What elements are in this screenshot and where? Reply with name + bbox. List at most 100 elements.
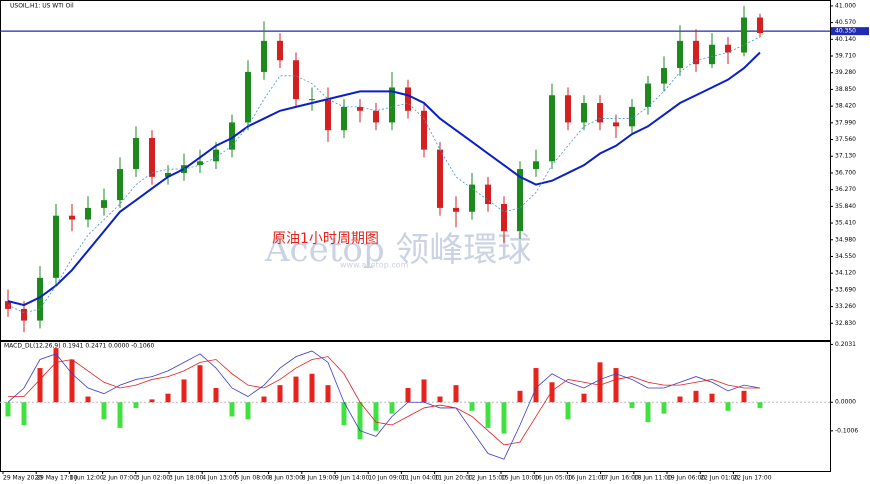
candle-body <box>725 44 731 53</box>
candle-body <box>501 204 507 232</box>
x-tick-label: 8 Jun 19:00 <box>302 475 336 482</box>
y-tick-label: 40.140 <box>835 36 856 43</box>
y-tick-label: 40.570 <box>835 19 856 26</box>
candle-body <box>645 83 651 107</box>
macd-line <box>8 356 760 446</box>
x-tick-label: 29 May 2020 <box>3 475 42 482</box>
candle-body <box>565 95 571 123</box>
macd-bar <box>229 402 235 417</box>
y-tick-label: 32.830 <box>835 320 856 327</box>
y-tick-label: 39.710 <box>835 53 856 60</box>
macd-bar <box>197 365 203 403</box>
macd-bar <box>277 385 283 403</box>
macd-bar <box>469 402 475 411</box>
moving-average <box>7 51 761 307</box>
macd-y-tick-label: 0.0000 <box>835 399 856 406</box>
chart-title: USOIL,H1: US WTI Oil <box>10 3 74 10</box>
price-level-label: 40.350 <box>835 28 856 35</box>
macd-bar <box>149 399 155 403</box>
candle-body <box>245 71 251 123</box>
x-tick-label: 1 Jun 12:00 <box>69 475 103 482</box>
macd-bar <box>741 390 747 403</box>
macd-bar <box>165 393 171 403</box>
macd-bar <box>21 402 27 426</box>
y-tick-label: 39.280 <box>835 69 856 76</box>
candle-body <box>757 17 763 34</box>
x-tick-label: 3 Jun 02:00 <box>136 475 170 482</box>
macd-bar <box>69 359 75 403</box>
x-tick-label: 5 Jun 08:00 <box>235 475 269 482</box>
candle-body <box>469 184 475 212</box>
macd-bar <box>565 402 571 420</box>
candle-body <box>229 122 235 150</box>
candle-body <box>85 207 91 220</box>
macd-y-tick-label: 0.2031 <box>835 341 856 348</box>
y-tick-label: 37.130 <box>835 153 856 160</box>
x-tick-label: 11 Jun 04:00 <box>401 475 439 482</box>
candle-body <box>341 106 347 131</box>
macd-bar <box>437 396 443 403</box>
y-tick-label: 35.410 <box>835 220 856 227</box>
macd-bar <box>661 402 667 414</box>
y-tick-label: 41.000 <box>835 2 856 9</box>
candle-body <box>325 99 331 131</box>
macd-bar <box>421 379 427 403</box>
candle-body <box>165 172 171 177</box>
macd-bar <box>533 368 539 403</box>
candle-body <box>549 95 555 162</box>
candle-body <box>277 40 283 61</box>
macd-bar <box>325 385 331 403</box>
candle-body <box>405 87 411 111</box>
candle-body <box>661 68 667 84</box>
price-panel <box>0 0 831 341</box>
macd-line <box>7 350 761 460</box>
y-tick-label: 34.980 <box>835 236 856 243</box>
candle-body <box>709 44 715 65</box>
x-tick-label: 17 Jun 16:00 <box>601 475 639 482</box>
candle-body <box>261 40 267 72</box>
candle-body <box>533 161 539 170</box>
macd-bar <box>725 402 731 411</box>
y-tick-label: 34.120 <box>835 270 856 277</box>
candle-body <box>117 169 123 201</box>
macd-bar <box>293 376 299 403</box>
y-tick-label: 37.990 <box>835 119 856 126</box>
y-tick-label: 33.260 <box>835 303 856 310</box>
x-tick-label: 10 Jun 09:00 <box>368 475 406 482</box>
x-tick-label: 22 Jun 01:00 <box>700 475 738 482</box>
candle-body <box>421 110 427 150</box>
y-tick-label: 36.700 <box>835 169 856 176</box>
x-tick-label: 15 Jun 10:00 <box>501 475 539 482</box>
macd-bar <box>53 348 59 403</box>
x-tick-label: 19 Jun 06:00 <box>667 475 705 482</box>
macd-bar <box>517 390 523 403</box>
macd-bar <box>757 402 763 408</box>
macd-bar <box>357 402 363 440</box>
macd-bar <box>597 362 603 403</box>
macd-bar <box>85 396 91 403</box>
x-tick-label: 4 Jun 13:00 <box>202 475 236 482</box>
macd-bar <box>501 402 507 434</box>
y-tick-label: 35.840 <box>835 203 856 210</box>
macd-bar <box>677 396 683 403</box>
y-tick-label: 38.420 <box>835 103 856 110</box>
candle-body <box>69 215 75 220</box>
x-tick-label: 29 May 17:00 <box>36 475 77 482</box>
x-tick-label: 2 Jun 07:00 <box>103 475 137 482</box>
candle-body <box>373 110 379 123</box>
x-tick-label: 18 Jun 11:00 <box>634 475 672 482</box>
macd-bar <box>629 402 635 408</box>
y-tick-label: 33.690 <box>835 286 856 293</box>
candle-body <box>37 277 43 321</box>
macd-bar <box>133 402 139 408</box>
annotation: 原油1小时周期图 <box>272 231 379 247</box>
price-level-box <box>831 27 869 36</box>
candle-body <box>437 149 443 208</box>
macd-bar <box>613 368 619 403</box>
candle-body <box>293 60 299 100</box>
y-tick-label: 38.850 <box>835 86 856 93</box>
macd-bar <box>485 402 491 428</box>
macd-bar <box>5 402 11 417</box>
macd-bar <box>373 402 379 431</box>
